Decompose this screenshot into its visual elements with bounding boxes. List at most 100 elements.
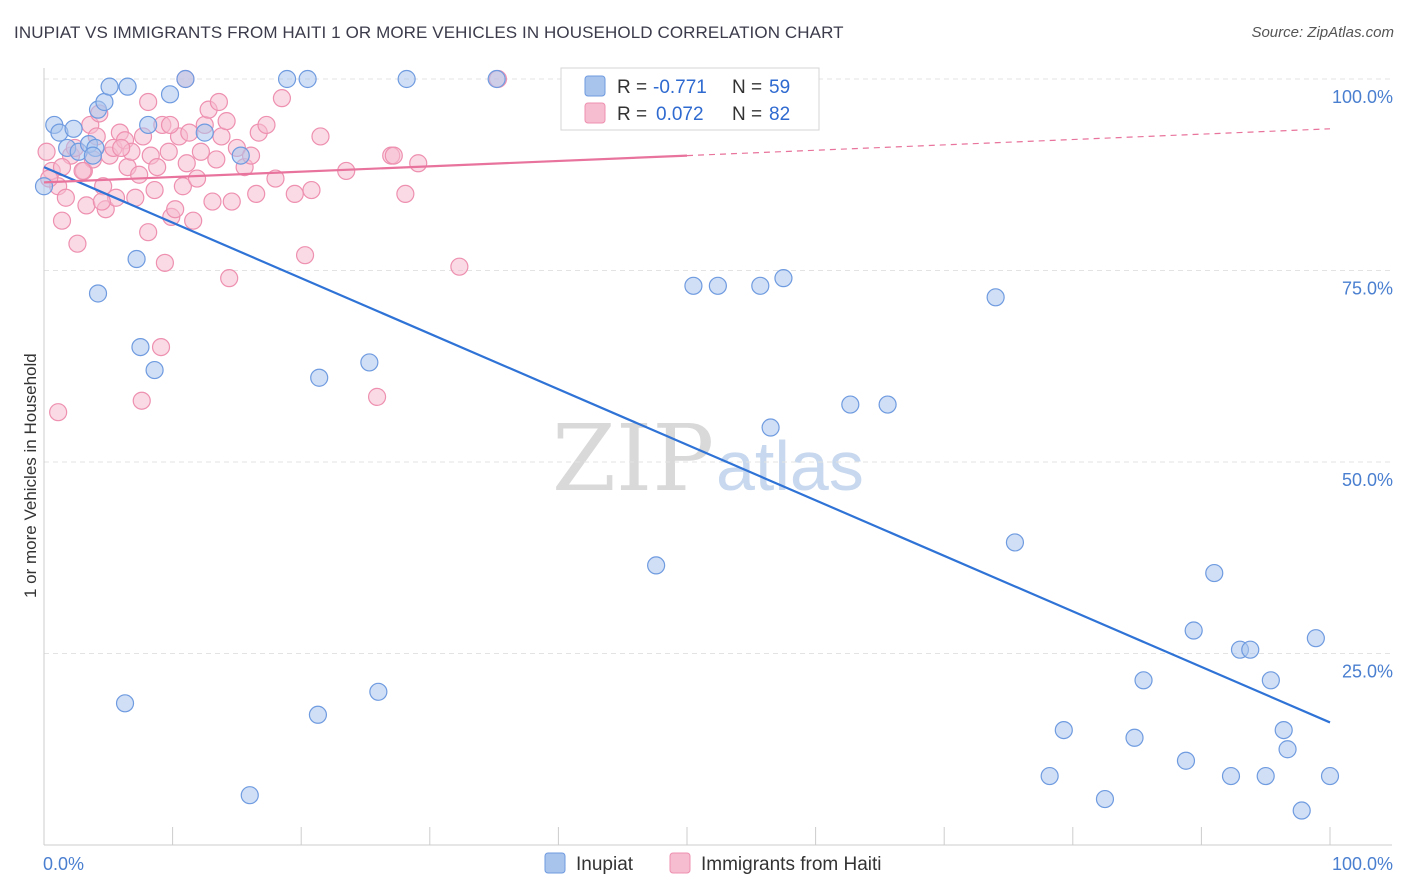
data-point-haiti — [220, 269, 239, 288]
data-point-haiti — [396, 184, 415, 203]
legend-r-value-1: -0.771 — [653, 77, 707, 98]
y-tick-label: 100.0% — [1332, 87, 1393, 107]
data-point-inupiat — [1221, 766, 1241, 786]
chart-title: INUPIAT VS IMMIGRANTS FROM HAITI 1 OR MO… — [14, 23, 844, 42]
bottom-legend-label-haiti: Immigrants from Haiti — [701, 854, 882, 875]
data-point-inupiat — [298, 69, 317, 89]
data-point-haiti — [384, 146, 403, 165]
data-point-haiti — [160, 115, 180, 135]
data-point-haiti — [68, 234, 87, 253]
trend-line-haiti-projection — [686, 128, 1331, 157]
data-point-haiti — [285, 184, 304, 203]
data-point-inupiat — [1320, 766, 1340, 786]
bottom-legend-swatch-inupiat — [544, 852, 566, 874]
data-point-haiti — [272, 89, 292, 108]
data-point-haiti — [295, 246, 315, 265]
data-point-inupiat — [240, 786, 259, 805]
data-point-inupiat — [1125, 728, 1144, 747]
data-point-haiti — [52, 211, 72, 230]
legend-n-label-1: N = — [732, 77, 762, 98]
data-point-haiti — [187, 169, 207, 188]
y-tick-label: 75.0% — [1342, 279, 1393, 299]
data-point-haiti — [302, 180, 321, 200]
data-point-haiti — [56, 188, 75, 207]
data-point-haiti — [257, 115, 276, 135]
data-point-inupiat — [231, 146, 250, 165]
data-point-haiti — [145, 180, 164, 200]
data-point-inupiat — [88, 284, 108, 303]
data-point-haiti — [184, 211, 203, 230]
data-point-haiti — [151, 338, 171, 357]
legend-swatch-inupiat — [584, 75, 606, 97]
tick-labels: 100.0% 75.0% 50.0% 25.0% 0.0% 100.0% — [43, 87, 1393, 874]
data-point-inupiat — [176, 69, 195, 89]
data-point-haiti — [209, 92, 228, 112]
data-point-inupiat — [751, 276, 770, 295]
y-axis-label: 1 or more Vehicles in Household — [21, 353, 40, 598]
bottom-legend-label-inupiat: Inupiat — [576, 854, 634, 875]
data-point-inupiat — [1292, 801, 1311, 820]
data-point-haiti — [49, 403, 68, 422]
data-point-haiti — [159, 142, 178, 161]
source-label: Source: ZipAtlas.com — [1251, 24, 1394, 41]
data-point-inupiat — [684, 276, 703, 295]
data-point-inupiat — [774, 269, 793, 288]
x-tick-label-start: 0.0% — [43, 854, 84, 874]
data-point-inupiat — [1134, 671, 1153, 690]
data-point-haiti — [148, 157, 167, 177]
data-point-haiti — [132, 391, 151, 410]
data-point-inupiat — [1241, 640, 1260, 659]
data-point-inupiat — [1261, 671, 1280, 690]
trend-lines — [43, 128, 1331, 724]
data-point-haiti — [77, 196, 96, 215]
data-point-inupiat — [397, 69, 416, 89]
data-point-inupiat — [127, 249, 146, 269]
data-point-haiti — [450, 257, 469, 276]
watermark-atlas: atlas — [716, 427, 864, 505]
data-point-inupiat — [310, 368, 329, 387]
data-point-inupiat — [1054, 720, 1073, 740]
data-point-inupiat — [1095, 789, 1115, 809]
series-inupiat-points — [34, 69, 1340, 820]
data-point-inupiat — [277, 69, 297, 89]
data-point-haiti — [203, 192, 222, 211]
trend-line-inupiat — [43, 166, 1331, 724]
data-point-inupiat — [1256, 766, 1275, 786]
data-point-haiti — [177, 154, 196, 173]
data-point-haiti — [207, 150, 226, 169]
data-point-inupiat — [160, 85, 180, 104]
data-point-inupiat — [841, 395, 860, 414]
series-haiti-points — [37, 69, 508, 422]
legend-swatch-haiti — [584, 102, 606, 124]
data-point-inupiat — [83, 146, 102, 165]
data-point-haiti — [409, 154, 428, 173]
data-point-haiti — [311, 127, 330, 146]
data-point-inupiat — [1306, 629, 1325, 648]
data-point-inupiat — [986, 288, 1005, 307]
data-point-inupiat — [100, 77, 119, 96]
data-point-haiti — [173, 177, 192, 196]
data-point-haiti — [73, 161, 92, 181]
trend-line-haiti — [43, 154, 688, 184]
bottom-legend-swatch-haiti — [669, 852, 691, 874]
legend-n-value-1: 59 — [769, 77, 790, 98]
legend-r-label-1: R = — [617, 77, 647, 98]
data-point-haiti — [139, 223, 158, 242]
data-point-inupiat — [95, 92, 114, 112]
data-point-haiti — [180, 123, 199, 142]
data-point-inupiat — [118, 77, 137, 96]
y-tick-label: 25.0% — [1342, 662, 1393, 682]
data-point-haiti — [367, 387, 387, 406]
data-point-haiti — [222, 192, 241, 211]
y-tick-label: 50.0% — [1342, 470, 1393, 490]
data-point-haiti — [266, 169, 285, 188]
data-point-inupiat — [1040, 766, 1059, 786]
legend-n-value-2: 82 — [769, 104, 790, 125]
data-point-inupiat — [878, 395, 897, 414]
data-point-inupiat — [34, 177, 54, 196]
data-point-inupiat — [1184, 621, 1203, 640]
bottom-legend: Inupiat Immigrants from Haiti — [544, 852, 882, 875]
data-point-haiti — [212, 127, 231, 146]
data-point-inupiat — [1005, 533, 1025, 552]
